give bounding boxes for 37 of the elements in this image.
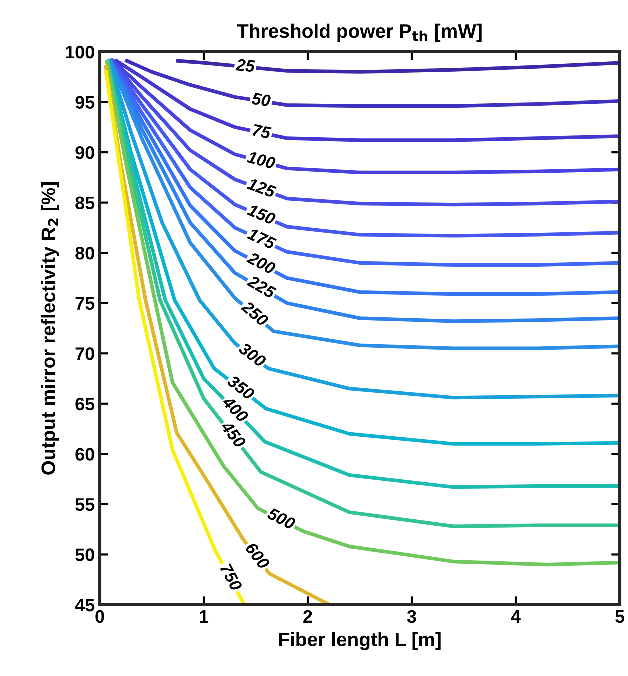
y-tick-label: 100	[66, 46, 94, 59]
y-tick-label: 75	[76, 297, 95, 310]
y-tick-label: 80	[76, 247, 94, 260]
text: 750	[220, 563, 243, 592]
x-tick-label: 1	[200, 610, 209, 623]
y-tick-label: 45	[75, 599, 95, 612]
x-axis-title: Fiber length L [m]	[279, 632, 441, 650]
text: 125	[246, 178, 277, 198]
y-tick-label: 90	[76, 146, 94, 160]
text: 600	[245, 542, 271, 570]
text: 350	[226, 374, 256, 401]
text: 450	[220, 420, 247, 450]
text: 25	[236, 58, 256, 72]
text: 500	[266, 507, 297, 530]
x-tick-label: 2	[304, 610, 312, 623]
text: 175	[246, 228, 277, 250]
text: 225	[246, 274, 278, 300]
y-tick-label: 95	[76, 96, 95, 109]
y-tick-label: 85	[76, 196, 95, 210]
y-tick-label: 60	[76, 448, 94, 461]
y-tick-label: 70	[76, 348, 94, 360]
text: 300	[238, 342, 268, 368]
text: 200	[246, 252, 277, 275]
chart-title: Threshold power P$_{th}$ [mW]	[237, 24, 482, 42]
x-tick-label: 0	[96, 610, 104, 624]
text: 75	[252, 124, 272, 140]
x-tick-label: 5	[616, 610, 625, 624]
y-tick-label: 50	[76, 548, 94, 562]
text: 250	[240, 300, 270, 328]
y-axis-title: Output mirror reflectivity R$_{2}$ [%]	[41, 182, 60, 475]
text: 50	[252, 92, 272, 108]
y-tick-label: 65	[76, 398, 95, 411]
y-tick-label: 55	[76, 498, 95, 512]
x-tick-label: 3	[407, 610, 416, 624]
x-tick-label: 4	[511, 610, 521, 623]
text: 150	[246, 204, 277, 226]
text: 100	[246, 150, 276, 170]
